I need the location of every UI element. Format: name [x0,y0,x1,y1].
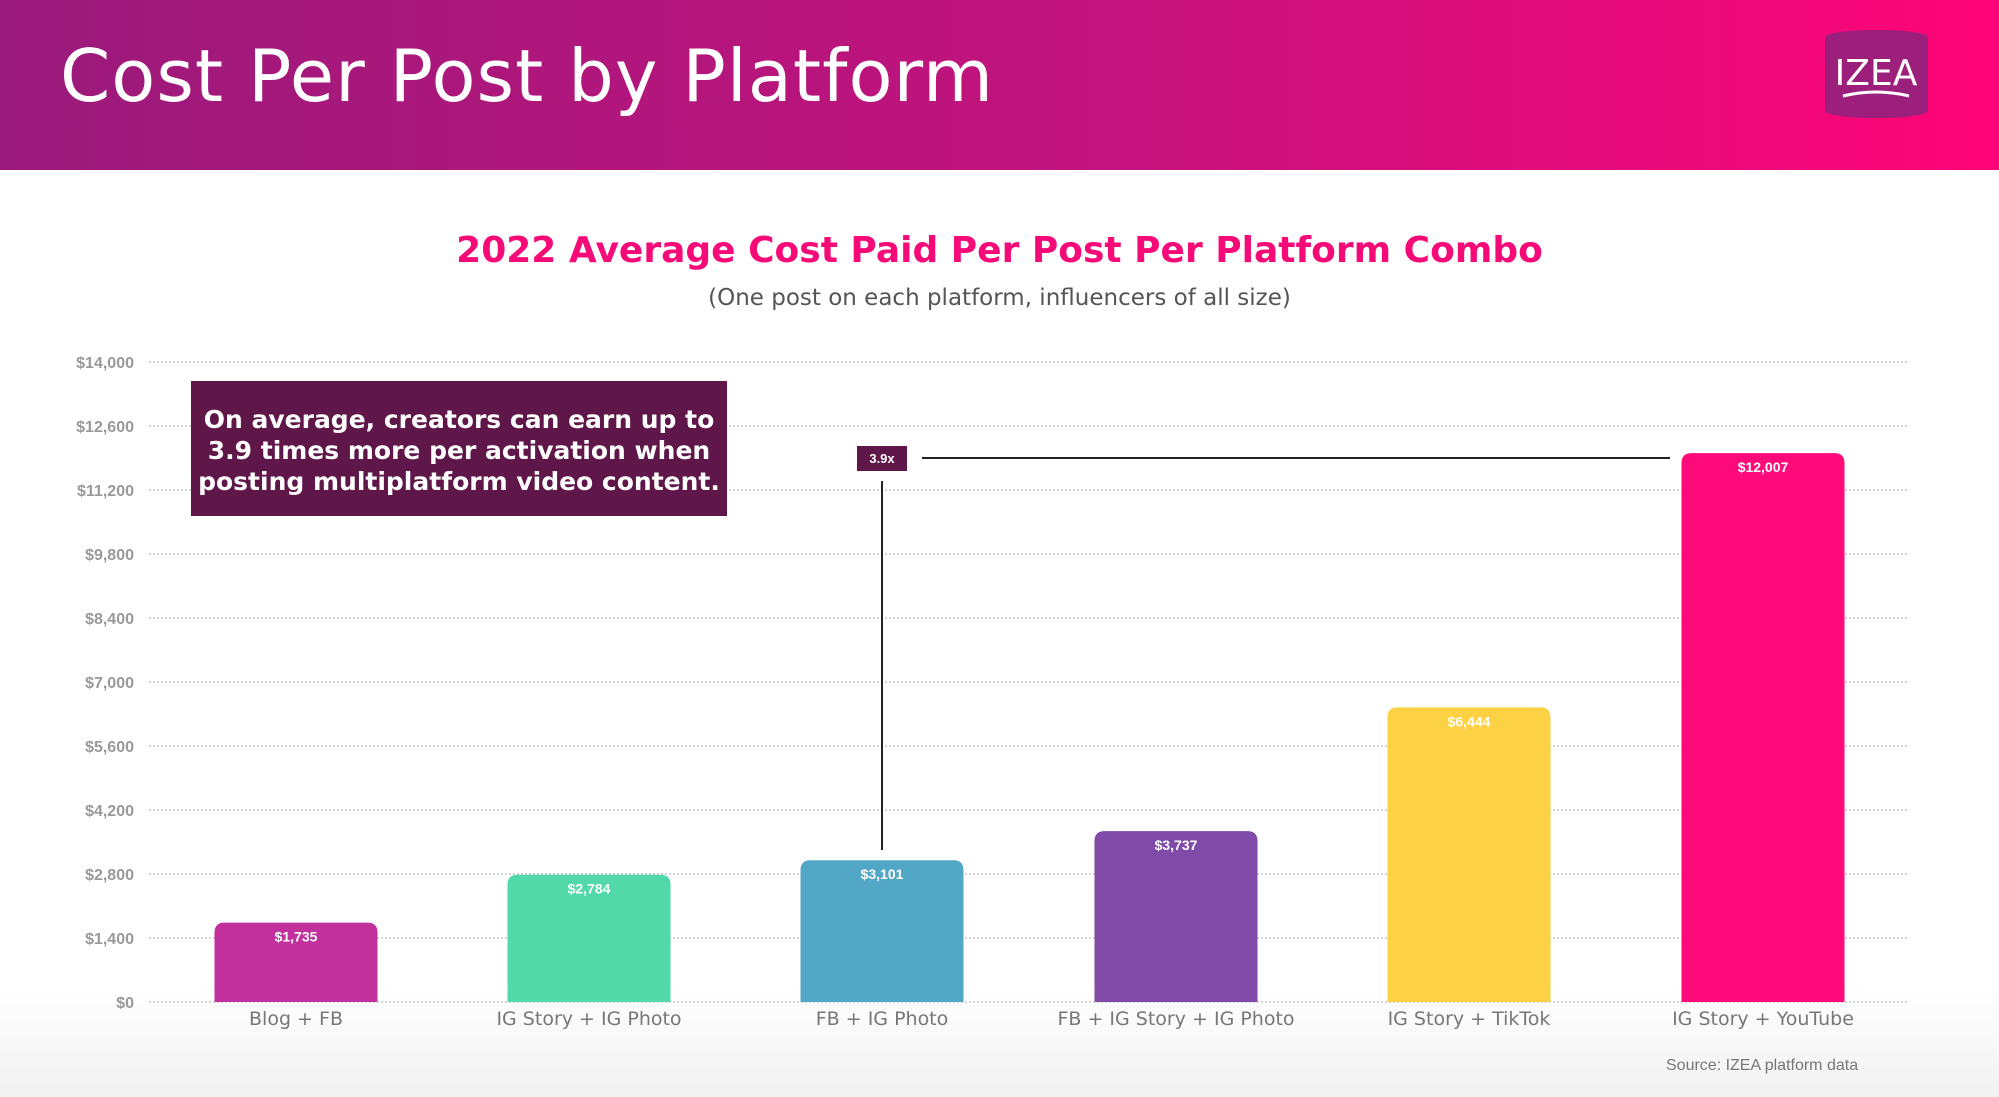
bar [1387,707,1551,1002]
data-label: $12,007 [1738,459,1789,475]
y-tick-label: $2,800 [85,867,134,884]
y-tick-label: $4,200 [85,803,134,820]
bar [1094,831,1258,1002]
callout-box: On average, creators can earn up to 3.9 … [191,381,727,516]
x-tick-label: IG Story + TikTok [1388,1008,1551,1030]
chart-subtitle: (One post on each platform, influencers … [708,285,1291,311]
y-tick-label: $9,800 [85,547,134,564]
data-label: $6,444 [1448,713,1491,729]
x-tick-label: Blog + FB [249,1008,343,1030]
y-tick-label: $11,200 [77,483,134,500]
y-tick-label: $12,600 [76,419,134,436]
data-label: $3,101 [861,866,904,882]
x-tick-label: IG Story + YouTube [1672,1008,1854,1030]
bar [214,922,378,1002]
logo-text: IZEA [1835,53,1918,94]
data-label: $1,735 [275,929,318,945]
y-tick-label: $8,400 [85,611,134,628]
bar [507,874,671,1002]
data-label: $3,737 [1155,837,1198,853]
bar [800,860,964,1002]
bar [1681,453,1845,1002]
data-label: $2,784 [568,881,611,897]
header-banner: Cost Per Post by Platform IZEA [0,0,1999,170]
y-tick-label: $1,400 [85,931,134,948]
y-tick-label: $0 [116,995,134,1012]
source-note: Source: IZEA platform data [1666,1057,1859,1074]
y-tick-label: $5,600 [85,739,134,756]
multiplier-label: 3.9x [857,446,907,471]
x-tick-label: FB + IG Story + IG Photo [1057,1008,1294,1030]
izea-logo: IZEA [1825,30,1928,118]
y-tick-label: $7,000 [85,675,134,692]
y-tick-label: $14,000 [76,355,134,372]
chart-title: 2022 Average Cost Paid Per Post Per Plat… [456,230,1543,271]
page-title: Cost Per Post by Platform [60,34,994,118]
x-tick-label: IG Story + IG Photo [496,1008,681,1030]
x-tick-label: FB + IG Photo [816,1008,949,1030]
